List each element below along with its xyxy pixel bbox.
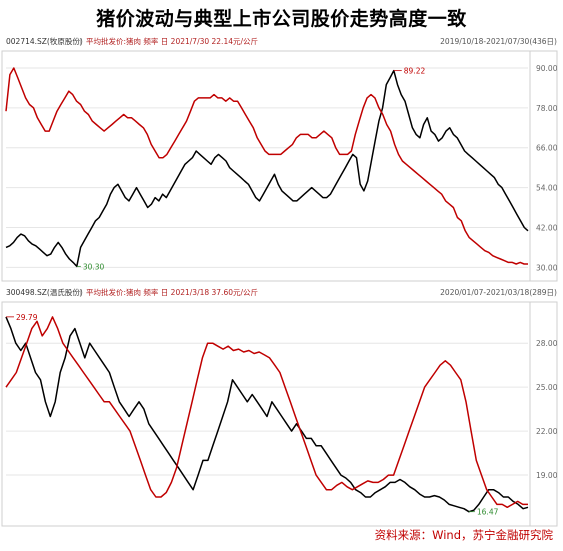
panel-wens: 300498.SZ(温氏股份) | 平均批发价:猪肉 频率 日 2021/3/1…	[0, 285, 563, 528]
y-tick-label: 30.00	[536, 263, 558, 272]
header-divider: |	[79, 288, 82, 297]
plot-frame	[1, 50, 558, 282]
panel-header: 002714.SZ(牧原股份) | 平均批发价:猪肉 频率 日 2021/7/3…	[0, 34, 563, 50]
max-value-label: 29.79	[16, 313, 38, 322]
y-tick-label: 78.00	[536, 104, 558, 113]
y-tick-label: 25.00	[536, 383, 558, 392]
header-divider: |	[79, 37, 82, 46]
y-tick-label: 54.00	[536, 184, 558, 193]
y-tick-label: 28.00	[536, 339, 558, 348]
stock-code-label: 002714.SZ(牧原股份)	[6, 37, 83, 46]
stock-price-line	[5, 69, 529, 268]
plot-area: 90.00 78.00 66.00 54.00 42.00 30.00 89.22 30.30	[1, 50, 558, 282]
stock-price-line	[5, 316, 529, 513]
source-note: 资料来源：Wind，苏宁金融研究院	[374, 528, 553, 542]
y-tick-label: 22.00	[536, 427, 558, 436]
panel-header: 300498.SZ(温氏股份) | 平均批发价:猪肉 频率 日 2021/3/1…	[0, 285, 563, 301]
pork-price-line	[5, 67, 528, 265]
panel-muyuan: 002714.SZ(牧原股份) | 平均批发价:猪肉 频率 日 2021/7/3…	[0, 34, 563, 286]
y-tick-label: 90.00	[536, 64, 558, 73]
y-tick-label: 66.00	[536, 144, 558, 153]
max-value-label: 89.22	[404, 67, 426, 76]
stock-code-label: 300498.SZ(温氏股份)	[6, 288, 83, 297]
date-range-label: 2020/01/07-2021/03/18(289日)	[440, 288, 557, 297]
min-value-label: 30.30	[83, 262, 105, 271]
pork-price-label: 平均批发价:猪肉 频率 日 2021/7/30 22.14元/公斤	[86, 37, 259, 46]
date-range-label: 2019/10/18-2021/07/30(436日)	[440, 37, 557, 46]
pork-price-label: 平均批发价:猪肉 频率 日 2021/3/18 37.60元/公斤	[86, 288, 259, 297]
chart-title: 猪价波动与典型上市公司股价走势高度一致	[96, 8, 467, 30]
plot-frame	[1, 301, 558, 527]
y-tick-label: 42.00	[536, 223, 558, 232]
y-tick-label: 19.00	[536, 471, 558, 480]
pork-price-line	[5, 316, 528, 509]
plot-area: 28.00 25.00 22.00 19.00 29.79 16.47	[1, 301, 558, 527]
min-value-label: 16.47	[477, 508, 499, 517]
